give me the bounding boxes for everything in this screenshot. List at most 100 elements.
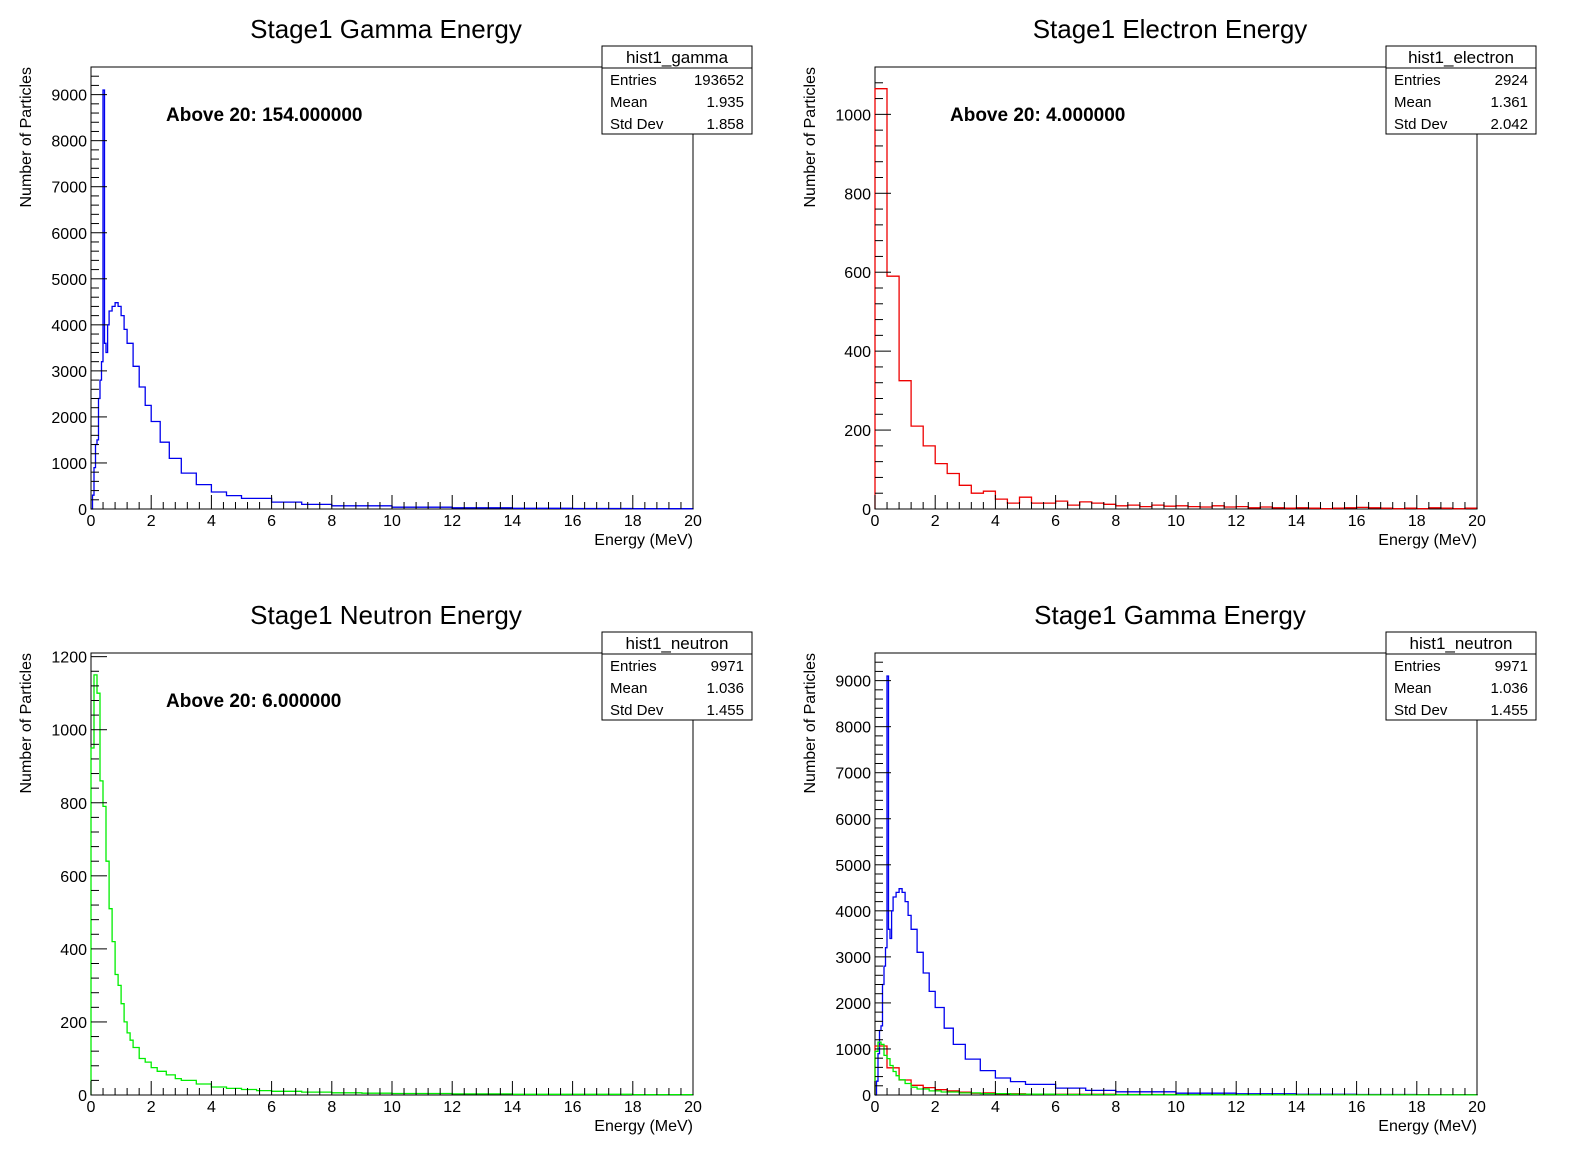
y-tick-label: 6000 — [835, 812, 871, 829]
above-range-note: Above 20: 4.000000 — [950, 105, 1125, 126]
stats-value: 9971 — [1495, 658, 1528, 675]
x-tick-label: 8 — [327, 513, 336, 530]
y-tick-label: 200 — [60, 1015, 87, 1032]
stats-key: Mean — [1394, 94, 1432, 111]
x-tick-label: 16 — [1348, 513, 1366, 530]
y-axis-label: Number of Particles — [18, 67, 35, 208]
x-tick-label: 6 — [1051, 1099, 1060, 1116]
chart-svg-gamma: Stage1 Gamma Energy 0 2 4 6 8 10 12 14 16 18 20 0 100… — [18, 14, 753, 549]
x-tick-label: 14 — [1288, 1099, 1306, 1116]
x-tick-label: 12 — [1227, 513, 1245, 530]
chart-title: Stage1 Neutron Energy — [250, 600, 522, 630]
x-tick-label: 8 — [1111, 1099, 1120, 1116]
stats-value: 1.036 — [1490, 680, 1528, 697]
stats-key: Std Dev — [610, 702, 664, 719]
x-tick-label: 14 — [1288, 513, 1306, 530]
stats-key: Std Dev — [1394, 116, 1448, 133]
y-tick-label: 1000 — [835, 107, 871, 124]
chart-title: Stage1 Gamma Energy — [1034, 600, 1306, 630]
y-tick-label: 200 — [844, 423, 871, 440]
y-tick-label: 1000 — [51, 456, 87, 473]
x-axis-label: Energy (MeV) — [1378, 532, 1477, 549]
chart-svg-combined: Stage1 Gamma Energy 0 2 4 6 8 10 12 14 16 18 20 0 100… — [802, 600, 1537, 1135]
y-tick-label: 5000 — [835, 858, 871, 875]
y-tick-label: 0 — [78, 502, 87, 519]
x-tick-label: 18 — [624, 513, 642, 530]
x-tick-label: 10 — [1167, 513, 1185, 530]
stats-box — [601, 631, 753, 721]
series-line-0 — [874, 88, 1478, 510]
chart-panel-combined: Stage1 Gamma Energy 0 2 4 6 8 10 12 14 16 18 20 0 100… — [784, 586, 1582, 1172]
y-tick-label: 1000 — [51, 723, 87, 740]
x-tick-label: 6 — [1051, 513, 1060, 530]
y-tick-label: 0 — [862, 502, 871, 519]
x-tick-label: 0 — [87, 1099, 96, 1116]
stats-name: hist1_neutron — [1409, 634, 1512, 653]
above-range-note: Above 20: 6.000000 — [166, 691, 341, 712]
stats-key: Mean — [610, 94, 648, 111]
y-tick-label: 3000 — [835, 950, 871, 967]
x-tick-label: 2 — [931, 1099, 940, 1116]
stats-value: 1.361 — [1490, 94, 1528, 111]
chart-panel-gamma: Stage1 Gamma Energy 0 2 4 6 8 10 12 14 16 18 20 0 100… — [0, 0, 798, 586]
x-tick-label: 14 — [504, 1099, 522, 1116]
stats-name: hist1_electron — [1408, 48, 1514, 67]
stats-name: hist1_neutron — [625, 634, 728, 653]
stats-value: 1.455 — [1490, 702, 1528, 719]
x-tick-label: 2 — [147, 513, 156, 530]
x-tick-label: 20 — [684, 513, 702, 530]
y-tick-label: 9000 — [835, 674, 871, 691]
stats-key: Entries — [610, 658, 657, 675]
x-tick-label: 8 — [1111, 513, 1120, 530]
stats-key: Std Dev — [610, 116, 664, 133]
y-tick-label: 9000 — [51, 88, 87, 105]
x-tick-label: 20 — [1468, 1099, 1486, 1116]
y-tick-label: 4000 — [835, 904, 871, 921]
y-tick-label: 6000 — [51, 226, 87, 243]
chart-title: Stage1 Gamma Energy — [250, 14, 522, 44]
y-axis-label: Number of Particles — [802, 653, 819, 794]
x-tick-label: 16 — [1348, 1099, 1366, 1116]
y-tick-label: 5000 — [51, 272, 87, 289]
x-tick-label: 20 — [1468, 513, 1486, 530]
x-tick-label: 2 — [147, 1099, 156, 1116]
stats-value: 193652 — [694, 72, 744, 89]
x-tick-label: 14 — [504, 513, 522, 530]
stats-key: Mean — [610, 680, 648, 697]
x-tick-label: 4 — [207, 1099, 216, 1116]
y-axis-label: Number of Particles — [18, 653, 35, 794]
x-tick-label: 12 — [443, 1099, 461, 1116]
series-line-0 — [90, 674, 694, 1096]
x-axis-label: Energy (MeV) — [594, 1118, 693, 1135]
x-tick-label: 6 — [267, 513, 276, 530]
y-tick-label: 4000 — [51, 318, 87, 335]
stats-key: Entries — [1394, 658, 1441, 675]
y-tick-label: 2000 — [835, 996, 871, 1013]
above-range-note: Above 20: 154.000000 — [166, 105, 362, 126]
x-tick-label: 10 — [383, 1099, 401, 1116]
chart-title: Stage1 Electron Energy — [1033, 14, 1308, 44]
chart-panel-neutron: Stage1 Neutron Energy 0 2 4 6 8 10 12 14 16 18 20 0 2… — [0, 586, 798, 1172]
y-tick-label: 600 — [844, 265, 871, 282]
y-tick-label: 800 — [60, 796, 87, 813]
y-tick-label: 3000 — [51, 364, 87, 381]
x-tick-label: 0 — [87, 513, 96, 530]
stats-box — [1385, 631, 1537, 721]
y-tick-label: 7000 — [51, 180, 87, 197]
x-tick-label: 18 — [1408, 1099, 1426, 1116]
x-tick-label: 4 — [207, 513, 216, 530]
series-line-0 — [875, 675, 1478, 1096]
y-tick-label: 400 — [844, 344, 871, 361]
stats-value: 9971 — [711, 658, 744, 675]
x-tick-label: 16 — [564, 513, 582, 530]
chart-panel-electron: Stage1 Electron Energy 0 2 4 6 8 10 12 14 16 18 20 0… — [784, 0, 1582, 586]
y-tick-label: 1200 — [51, 650, 87, 667]
x-tick-label: 12 — [1227, 1099, 1245, 1116]
x-tick-label: 20 — [684, 1099, 702, 1116]
stats-name: hist1_gamma — [626, 48, 729, 67]
y-tick-label: 7000 — [835, 766, 871, 783]
series-line-0 — [91, 89, 694, 510]
stats-key: Mean — [1394, 680, 1432, 697]
